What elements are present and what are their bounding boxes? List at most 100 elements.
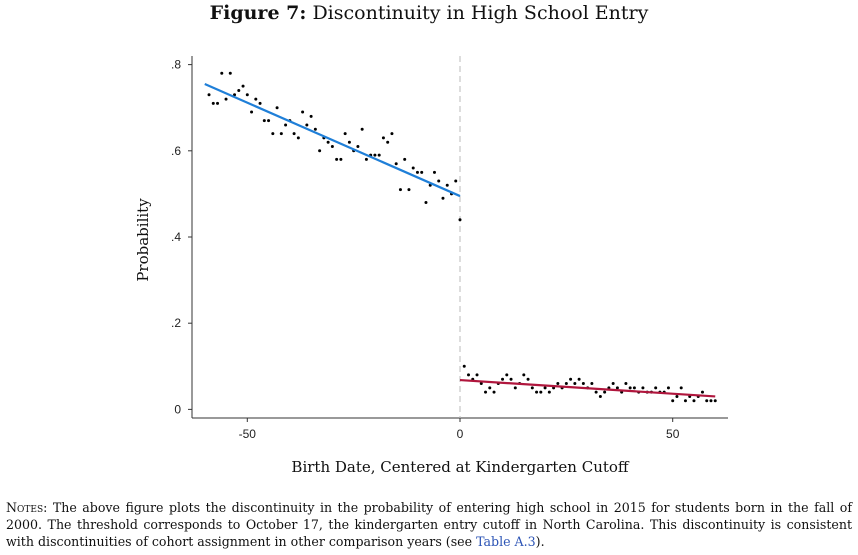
data-point bbox=[543, 386, 547, 390]
data-point bbox=[398, 188, 402, 192]
data-point bbox=[577, 377, 581, 381]
data-point bbox=[330, 145, 334, 148]
data-point bbox=[224, 97, 228, 101]
data-point bbox=[539, 390, 543, 394]
data-point bbox=[479, 382, 483, 386]
data-point bbox=[313, 127, 317, 131]
y-tick-label: .2 bbox=[171, 316, 181, 330]
data-point bbox=[467, 373, 471, 377]
figure-title-text: Discontinuity in High School Entry bbox=[312, 2, 649, 24]
data-point bbox=[356, 145, 360, 148]
data-point bbox=[624, 382, 628, 386]
data-point bbox=[335, 157, 339, 161]
data-point bbox=[573, 382, 577, 386]
x-axis-label: Birth Date, Centered at Kindergarten Cut… bbox=[291, 458, 629, 476]
y-tick-label: .4 bbox=[171, 230, 181, 244]
table-reference-link[interactable]: Table A.3 bbox=[476, 534, 536, 549]
data-point bbox=[569, 377, 573, 381]
fit-line-right bbox=[459, 378, 716, 398]
data-point bbox=[475, 373, 479, 377]
x-tick-label: -50 bbox=[239, 427, 257, 441]
data-point bbox=[377, 153, 381, 157]
data-point bbox=[228, 71, 232, 75]
y-tick-label: .6 bbox=[171, 144, 181, 158]
data-point bbox=[679, 386, 683, 390]
data-point bbox=[381, 136, 385, 140]
data-point bbox=[705, 399, 709, 403]
data-point bbox=[556, 382, 560, 386]
data-point bbox=[484, 390, 488, 394]
data-point bbox=[526, 377, 530, 381]
data-point bbox=[305, 123, 309, 127]
data-point bbox=[445, 183, 449, 187]
data-point bbox=[207, 93, 211, 97]
data-point bbox=[432, 170, 436, 174]
data-point bbox=[220, 71, 224, 75]
data-point bbox=[241, 84, 245, 88]
data-point bbox=[245, 93, 249, 97]
data-point bbox=[347, 140, 351, 144]
data-point bbox=[564, 382, 568, 386]
y-tick-label: 0 bbox=[174, 402, 181, 416]
data-point bbox=[590, 382, 594, 386]
data-point bbox=[535, 390, 539, 394]
x-tick-label: 50 bbox=[666, 427, 680, 441]
data-point bbox=[641, 386, 645, 390]
data-point bbox=[407, 188, 411, 192]
notes-lead: Notes: bbox=[6, 500, 48, 515]
notes-text: The above figure plots the discontinuity… bbox=[6, 500, 852, 549]
data-point bbox=[343, 132, 347, 136]
data-point bbox=[509, 377, 513, 381]
data-point bbox=[296, 136, 300, 140]
data-point bbox=[364, 157, 368, 161]
data-point bbox=[420, 170, 424, 174]
data-point bbox=[454, 179, 458, 183]
data-point bbox=[458, 218, 462, 222]
data-point bbox=[267, 119, 271, 123]
data-point bbox=[254, 97, 258, 101]
x-tick-label: 0 bbox=[457, 427, 464, 441]
fit-lines-layer bbox=[204, 83, 716, 398]
data-point bbox=[713, 399, 717, 403]
data-point bbox=[709, 399, 713, 403]
data-point bbox=[373, 153, 377, 157]
figure-title: Figure 7: Discontinuity in High School E… bbox=[0, 2, 858, 24]
data-point bbox=[615, 386, 619, 390]
data-point bbox=[428, 183, 432, 187]
data-point bbox=[403, 157, 407, 161]
data-point bbox=[271, 132, 275, 136]
data-point bbox=[318, 149, 322, 153]
fit-line-left bbox=[204, 83, 461, 198]
rd-scatter-chart: 0 .2 .4 .6 .8 -50 0 50 Probability Birth Date, … bbox=[134, 56, 728, 476]
data-point bbox=[671, 399, 675, 403]
data-point bbox=[415, 170, 419, 174]
data-point bbox=[309, 114, 313, 118]
data-point bbox=[437, 179, 441, 183]
data-point bbox=[326, 140, 330, 144]
data-point bbox=[654, 386, 658, 390]
data-point bbox=[692, 399, 696, 403]
notes-text-end: ). bbox=[535, 534, 545, 549]
data-point bbox=[492, 390, 496, 394]
y-axis-label: Probability bbox=[134, 198, 152, 282]
data-point bbox=[441, 196, 445, 200]
data-point bbox=[530, 386, 534, 390]
data-point bbox=[594, 390, 598, 394]
data-point bbox=[598, 394, 602, 398]
data-point bbox=[675, 394, 679, 398]
data-point bbox=[301, 110, 305, 114]
data-point bbox=[386, 140, 390, 144]
figure-label: Figure 7: bbox=[209, 2, 307, 24]
data-point bbox=[505, 373, 509, 377]
data-point bbox=[424, 201, 428, 205]
data-point bbox=[394, 162, 398, 166]
data-point bbox=[683, 399, 687, 403]
data-point bbox=[581, 382, 585, 386]
data-point bbox=[611, 382, 615, 386]
data-point bbox=[513, 386, 517, 390]
data-point bbox=[292, 132, 296, 136]
data-point bbox=[488, 386, 492, 390]
data-point bbox=[501, 377, 505, 381]
points-layer bbox=[207, 71, 717, 403]
data-point bbox=[279, 132, 283, 136]
